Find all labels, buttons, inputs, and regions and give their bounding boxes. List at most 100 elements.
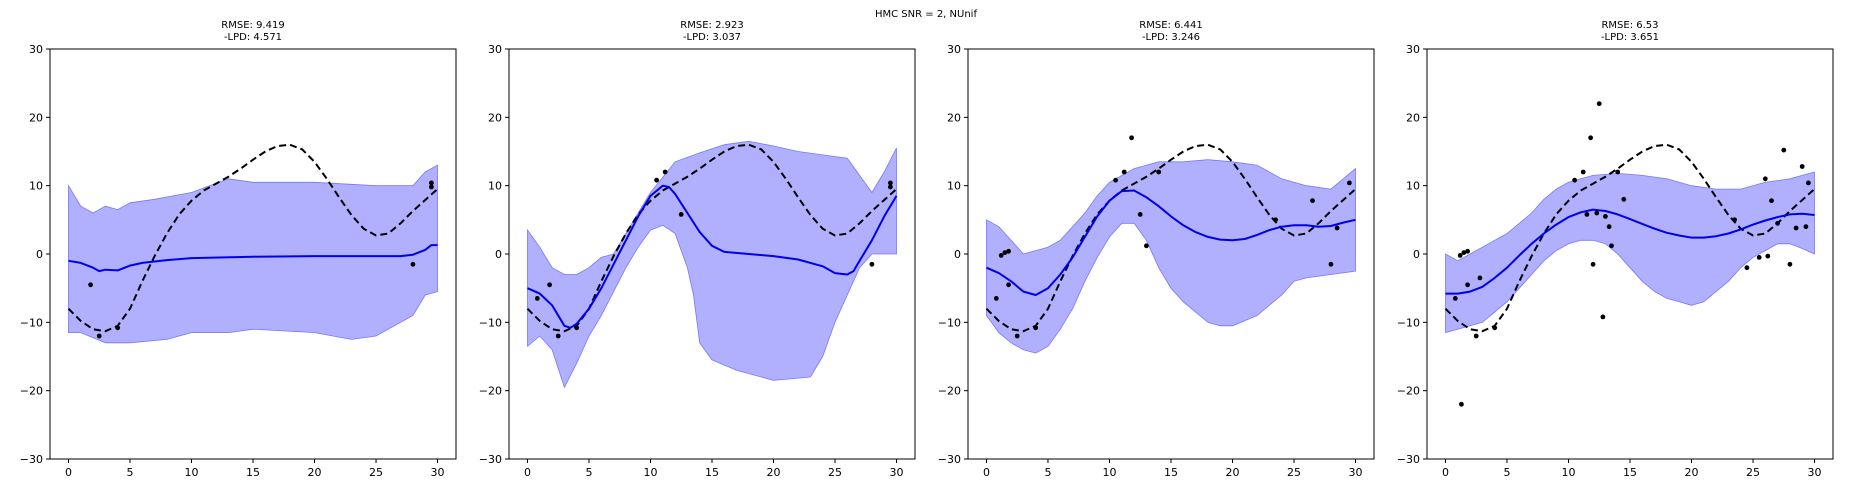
- data-point: [1590, 261, 1596, 267]
- data-point: [574, 325, 580, 331]
- data-point: [1273, 217, 1278, 223]
- subplot-title-rmse: RMSE: 2.923: [680, 20, 743, 31]
- data-point: [1033, 325, 1039, 331]
- data-point: [1775, 220, 1780, 226]
- data-point: [115, 325, 121, 331]
- y-tick-label: −30: [479, 453, 502, 466]
- data-point: [1621, 196, 1627, 202]
- subplot-title-rmse: RMSE: 6.53: [1601, 20, 1658, 31]
- data-point: [1461, 250, 1467, 256]
- x-tick-label: 25: [828, 466, 842, 479]
- x-tick-label: 15: [246, 466, 260, 479]
- y-tick-label: 20: [1406, 111, 1420, 124]
- x-tick-label: 0: [983, 466, 990, 479]
- x-tick-label: 25: [1746, 466, 1760, 479]
- data-point: [429, 184, 434, 190]
- data-point: [869, 261, 875, 267]
- x-tick-label: 25: [369, 466, 383, 479]
- data-point: [88, 282, 93, 288]
- x-tick-label: 15: [705, 466, 719, 479]
- data-point: [654, 177, 659, 183]
- mean-line: [986, 189, 1356, 296]
- data-point: [1457, 253, 1463, 258]
- x-tick-label: 25: [1287, 466, 1301, 479]
- data-point: [1787, 261, 1793, 267]
- data-point: [1799, 164, 1805, 169]
- x-tick-label: 30: [890, 466, 904, 479]
- data-point: [1144, 243, 1149, 249]
- data-point: [1765, 253, 1771, 259]
- x-tick-label: 5: [126, 466, 133, 479]
- data-point: [1459, 401, 1464, 407]
- data-point: [1600, 314, 1606, 320]
- data-point: [1615, 169, 1621, 175]
- data-point: [1572, 177, 1577, 183]
- x-tick-label: 20: [308, 466, 322, 479]
- subplot-title-rmse: RMSE: 9.419: [221, 20, 284, 31]
- y-tick-label: −10: [479, 316, 502, 329]
- y-tick-label: 30: [29, 43, 43, 56]
- y-tick-label: 10: [488, 180, 502, 193]
- x-tick-label: 5: [1044, 466, 1051, 479]
- y-tick-label: 10: [1406, 180, 1420, 193]
- x-tick-label: 10: [1561, 466, 1575, 479]
- y-tick-label: 20: [947, 111, 961, 124]
- y-tick-label: 0: [36, 248, 43, 261]
- mean-line: [68, 244, 438, 273]
- data-point: [1006, 248, 1011, 254]
- data-point: [1793, 225, 1799, 231]
- data-point: [429, 180, 434, 186]
- data-point: [1334, 225, 1340, 231]
- credible-band: [527, 140, 897, 389]
- x-tick-label: 30: [1349, 466, 1363, 479]
- subplot-title-lpd: -LPD: 3.651: [1601, 32, 1659, 43]
- x-tick-label: 10: [184, 466, 198, 479]
- data-point: [1769, 198, 1774, 204]
- data-point: [1137, 212, 1143, 217]
- data-point: [888, 184, 893, 190]
- data-point: [1477, 275, 1483, 281]
- data-point: [555, 333, 561, 339]
- data-point: [1465, 282, 1470, 288]
- y-tick-label: −30: [1397, 453, 1420, 466]
- y-tick-label: −20: [1397, 385, 1420, 398]
- data-point: [1756, 255, 1762, 260]
- subplot-1: 0 5 10 15 20 25 30 −30 −20 −10 0 10 20 30 RMSE: 9.419-…: [20, 20, 457, 479]
- mean-line: [1445, 208, 1815, 295]
- data-point: [547, 282, 552, 288]
- subplot-2: 0 5 10 15 20 25 30 −30 −20 −10 0 10 20 30 RMSE: 2.923-…: [479, 20, 916, 479]
- y-tick-label: −20: [20, 385, 43, 398]
- x-tick-label: 10: [643, 466, 657, 479]
- subplot-4: 0 5 10 15 20 25 30 −30 −20 −10 0 10 20 30 RMSE: 6.53-L…: [1397, 20, 1834, 479]
- x-tick-label: 10: [1102, 466, 1116, 479]
- y-tick-label: 30: [947, 43, 961, 56]
- data-point: [1121, 169, 1127, 175]
- data-point: [1113, 177, 1118, 183]
- x-tick-label: 20: [1685, 466, 1699, 479]
- figure-suptitle: HMC SNR = 2, NUnif: [875, 9, 977, 20]
- x-tick-label: 15: [1164, 466, 1178, 479]
- y-tick-label: 0: [954, 248, 961, 261]
- y-tick-label: 10: [29, 180, 43, 193]
- data-point: [1588, 135, 1593, 141]
- y-tick-label: −20: [479, 385, 502, 398]
- x-tick-label: 30: [431, 466, 445, 479]
- x-tick-label: 0: [524, 466, 531, 479]
- y-tick-label: 10: [947, 180, 961, 193]
- subplot-3: 0 5 10 15 20 25 30 −30 −20 −10 0 10 20 30 RMSE: 6.441-…: [938, 20, 1375, 479]
- data-point: [1006, 282, 1011, 288]
- data-point: [1584, 212, 1590, 217]
- data-point: [534, 296, 540, 301]
- y-tick-label: 30: [488, 43, 502, 56]
- data-point: [1603, 214, 1608, 219]
- data-point: [678, 212, 684, 217]
- subplot-title-lpd: -LPD: 3.037: [683, 32, 741, 43]
- plot-area: [526, 140, 898, 389]
- data-point: [1606, 224, 1612, 230]
- data-point: [1803, 224, 1809, 230]
- plot-area: [67, 143, 439, 344]
- y-tick-label: −10: [20, 316, 43, 329]
- mean-line: [527, 184, 898, 329]
- data-point: [1594, 210, 1600, 216]
